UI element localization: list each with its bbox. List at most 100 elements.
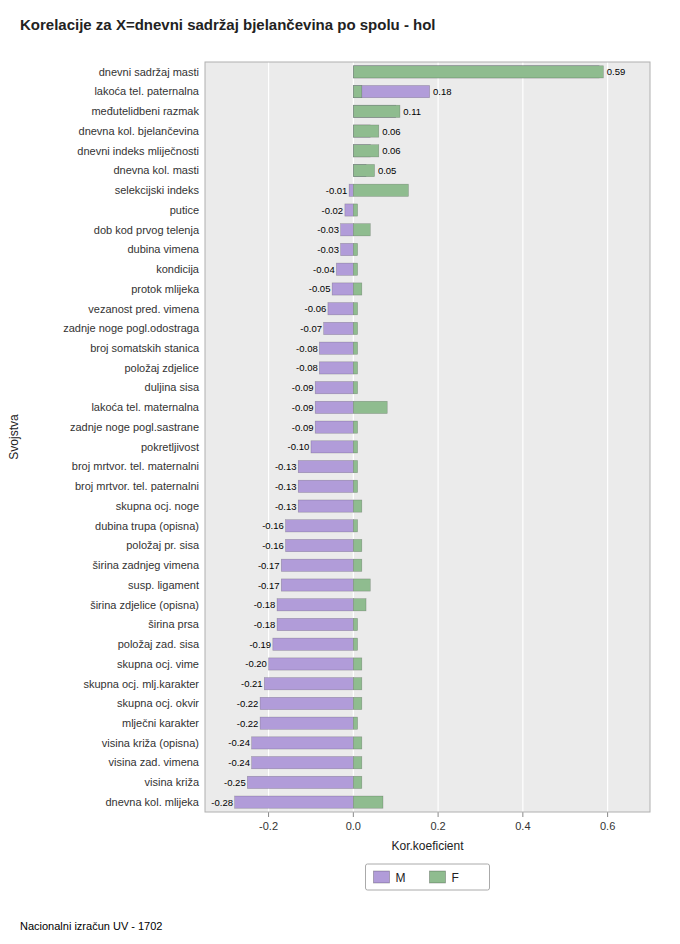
bar bbox=[281, 559, 353, 571]
data-label: -0.13 bbox=[275, 481, 297, 492]
bar bbox=[353, 559, 361, 571]
bar bbox=[353, 382, 357, 394]
bar bbox=[345, 204, 353, 216]
title: Korelacije za X=dnevni sadržaj bjelančev… bbox=[20, 16, 436, 33]
data-label: -0.24 bbox=[228, 757, 250, 768]
category-label: širina zadnjeg vimena bbox=[93, 559, 200, 571]
data-label: -0.17 bbox=[258, 560, 280, 571]
x-axis-label: Kor.koeficient bbox=[391, 839, 464, 853]
legend-swatch bbox=[430, 871, 446, 883]
bar bbox=[353, 224, 370, 236]
data-label: -0.17 bbox=[258, 580, 280, 591]
bar bbox=[319, 362, 353, 374]
category-label: dob kod prvog telenja bbox=[94, 224, 200, 236]
bar bbox=[298, 460, 353, 472]
category-label: zadnje noge pogl.sastrane bbox=[70, 421, 199, 433]
bar bbox=[353, 401, 387, 413]
category-label: dnevni indeks mliječnosti bbox=[77, 145, 199, 157]
bar bbox=[247, 776, 353, 788]
data-label: -0.22 bbox=[237, 698, 259, 709]
bar bbox=[353, 204, 357, 216]
data-label: -0.03 bbox=[317, 224, 339, 235]
bar bbox=[353, 283, 361, 295]
bar bbox=[277, 599, 353, 611]
bar bbox=[353, 460, 357, 472]
category-label: lakoća tel. paternalna bbox=[94, 85, 199, 97]
bar bbox=[353, 776, 361, 788]
data-label: -0.09 bbox=[292, 382, 314, 393]
legend-label: M bbox=[396, 871, 406, 885]
bar bbox=[353, 500, 361, 512]
bar bbox=[252, 737, 354, 749]
bar bbox=[353, 105, 400, 117]
bar bbox=[353, 737, 361, 749]
data-label: -0.05 bbox=[309, 283, 331, 294]
category-label: skupna ocj. mlj.karakter bbox=[83, 678, 199, 690]
bar bbox=[286, 539, 354, 551]
category-label: položaj zad. sisa bbox=[118, 638, 200, 650]
bar bbox=[353, 539, 361, 551]
data-label: -0.20 bbox=[245, 658, 267, 669]
category-label: zadnje noge pogl.odostraga bbox=[63, 322, 200, 334]
bar bbox=[353, 599, 366, 611]
category-label: položaj pr. sisa bbox=[126, 539, 200, 551]
bar bbox=[353, 145, 378, 157]
plot-area bbox=[205, 62, 650, 812]
plot-frame bbox=[205, 62, 650, 812]
category-label: skupna ocj. okvir bbox=[117, 697, 199, 709]
data-label: -0.01 bbox=[326, 185, 348, 196]
data-label: -0.09 bbox=[292, 402, 314, 413]
bar bbox=[269, 658, 354, 670]
tick-label: 0.4 bbox=[515, 820, 530, 832]
bar bbox=[353, 421, 357, 433]
data-label: -0.18 bbox=[254, 619, 276, 630]
bar bbox=[353, 757, 361, 769]
bar bbox=[353, 362, 357, 374]
category-label: selekcijski indeks bbox=[115, 184, 200, 196]
bar bbox=[353, 579, 370, 591]
grid-line bbox=[437, 62, 438, 812]
data-label: 0.11 bbox=[403, 106, 421, 117]
category-label: putice bbox=[170, 204, 199, 216]
data-label: -0.25 bbox=[224, 777, 246, 788]
bar bbox=[353, 263, 357, 275]
grid-line bbox=[522, 62, 523, 812]
data-labels: 0.18-0.01-0.02-0.03-0.03-0.04-0.05-0.06-… bbox=[211, 66, 625, 807]
bar bbox=[277, 618, 353, 630]
category-label: dubina trupa (opisna) bbox=[95, 520, 199, 532]
bar bbox=[353, 164, 374, 176]
bar bbox=[353, 658, 361, 670]
data-label: -0.22 bbox=[237, 718, 259, 729]
data-label: -0.09 bbox=[292, 422, 314, 433]
bar bbox=[349, 184, 353, 196]
tick-label: 0.0 bbox=[346, 820, 361, 832]
data-label: -0.16 bbox=[262, 540, 284, 551]
grid-line bbox=[607, 62, 608, 812]
category-label: širina zdjelice (opisna) bbox=[90, 599, 199, 611]
bar bbox=[353, 678, 361, 690]
data-label: -0.13 bbox=[275, 461, 297, 472]
legend: MF bbox=[366, 864, 490, 890]
tick-label: 0.6 bbox=[600, 820, 615, 832]
bar bbox=[315, 421, 353, 433]
tick-mark bbox=[522, 812, 523, 817]
category-label: međutelidbeni razmak bbox=[91, 105, 199, 117]
category-label: protok mlijeka bbox=[131, 283, 200, 295]
data-label: 0.06 bbox=[382, 145, 401, 156]
bar bbox=[273, 638, 354, 650]
data-label: -0.10 bbox=[288, 441, 310, 452]
legend-swatch bbox=[374, 871, 390, 883]
tick-mark bbox=[353, 812, 354, 817]
data-label: 0.05 bbox=[378, 165, 397, 176]
tick-mark bbox=[607, 812, 608, 817]
bar bbox=[353, 618, 357, 630]
bar bbox=[353, 697, 361, 709]
bar bbox=[324, 322, 354, 334]
category-label: dnevna kol. bjelančevina bbox=[79, 125, 200, 137]
data-label: -0.08 bbox=[296, 343, 318, 354]
category-label: broj mrtvor. tel. paternalni bbox=[75, 480, 199, 492]
bar bbox=[353, 125, 378, 137]
category-label: širina prsa bbox=[148, 618, 200, 630]
bar bbox=[235, 796, 354, 808]
data-label: -0.18 bbox=[254, 599, 276, 610]
